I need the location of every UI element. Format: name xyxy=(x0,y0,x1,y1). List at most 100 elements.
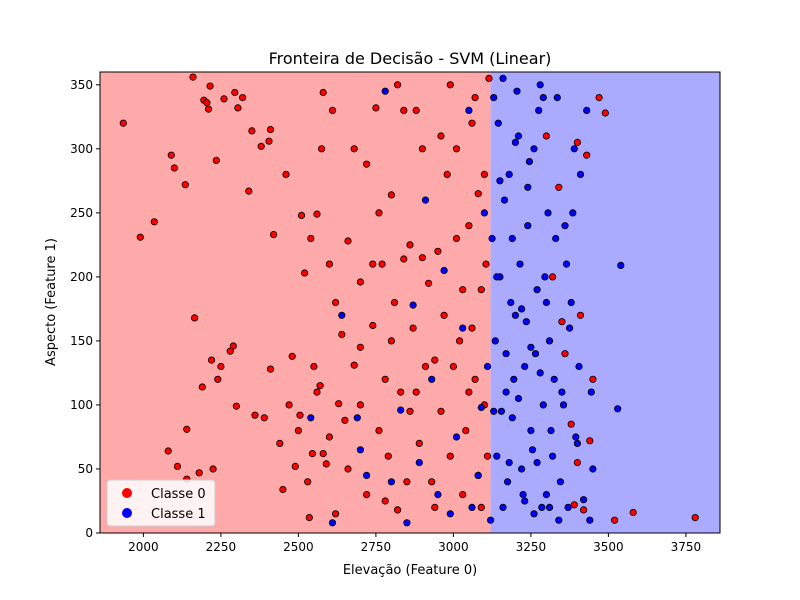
point-classe-1 xyxy=(587,388,595,396)
point-classe-1 xyxy=(555,516,563,524)
point-classe-0 xyxy=(381,375,389,383)
point-classe-0 xyxy=(325,433,333,441)
point-classe-1 xyxy=(514,394,523,403)
x-tick-label: 3500 xyxy=(593,540,624,554)
point-classe-0 xyxy=(316,382,324,390)
point-classe-0 xyxy=(328,106,337,115)
point-classe-0 xyxy=(415,439,423,447)
point-classe-0 xyxy=(335,400,343,408)
point-classe-1 xyxy=(499,503,507,511)
point-classe-0 xyxy=(167,151,175,159)
point-classe-0 xyxy=(474,190,482,198)
point-classe-1 xyxy=(536,81,544,89)
point-classe-0 xyxy=(576,311,585,319)
point-classe-0 xyxy=(387,191,395,199)
legend-box xyxy=(106,479,216,527)
point-classe-1 xyxy=(486,516,495,524)
point-classe-0 xyxy=(310,362,318,371)
y-axis: 0 50 100 150 200 250 300 350 xyxy=(70,78,100,540)
data-points xyxy=(119,73,699,527)
point-classe-0 xyxy=(372,104,380,112)
point-classe-0 xyxy=(418,254,426,262)
point-classe-1 xyxy=(552,234,560,243)
y-tick-label: 0 xyxy=(85,526,93,540)
point-classe-0 xyxy=(482,260,490,268)
point-classe-1 xyxy=(533,286,541,294)
point-classe-0 xyxy=(471,94,479,102)
point-classe-1 xyxy=(514,132,523,140)
point-classe-0 xyxy=(331,510,340,518)
point-classe-1 xyxy=(488,234,496,243)
point-classe-1 xyxy=(511,138,520,146)
point-classe-1 xyxy=(496,177,504,185)
point-classe-0 xyxy=(164,447,172,455)
point-classe-0 xyxy=(375,426,383,435)
x-tick-label: 2000 xyxy=(128,540,159,554)
point-classe-0 xyxy=(558,318,566,326)
point-classe-1 xyxy=(531,350,540,358)
x-tick-label: 3000 xyxy=(438,540,469,554)
x-axis-title: Elevação (Feature 0) xyxy=(343,563,477,578)
point-classe-1 xyxy=(500,196,509,204)
point-classe-1 xyxy=(517,305,526,313)
y-tick-label: 200 xyxy=(70,270,93,284)
point-classe-0 xyxy=(317,145,326,153)
point-classe-1 xyxy=(387,478,395,486)
point-classe-1 xyxy=(545,337,554,345)
point-classe-0 xyxy=(400,106,408,115)
y-tick-label: 250 xyxy=(70,206,93,220)
point-classe-1 xyxy=(530,145,538,153)
point-classe-0 xyxy=(459,490,467,499)
point-classe-1 xyxy=(522,318,530,326)
point-classe-1 xyxy=(468,503,476,511)
point-classe-1 xyxy=(510,375,518,383)
point-classe-0 xyxy=(449,362,457,371)
point-classe-0 xyxy=(229,342,237,350)
point-classe-1 xyxy=(381,87,389,95)
x-tick-label: 3750 xyxy=(671,540,702,554)
point-classe-0 xyxy=(319,449,327,458)
point-classe-1 xyxy=(459,324,467,332)
point-classe-0 xyxy=(191,314,199,322)
y-axis-title: Aspecto (Feature 1) xyxy=(44,238,59,366)
point-classe-1 xyxy=(547,426,555,435)
y-tick-label: 350 xyxy=(70,78,93,92)
point-classe-1 xyxy=(502,388,510,396)
point-classe-1 xyxy=(497,407,505,415)
point-classe-1 xyxy=(528,446,537,454)
point-classe-1 xyxy=(583,106,591,115)
point-classe-1 xyxy=(516,260,524,268)
point-classe-1 xyxy=(527,343,535,351)
point-classe-0 xyxy=(212,156,220,164)
point-classe-0 xyxy=(198,383,206,391)
point-classe-0 xyxy=(313,388,321,396)
point-classe-1 xyxy=(507,298,515,307)
point-classe-0 xyxy=(431,356,439,364)
point-classe-1 xyxy=(553,94,561,102)
point-classe-0 xyxy=(542,132,551,140)
point-classe-1 xyxy=(505,170,513,178)
point-classe-1 xyxy=(579,496,588,504)
point-classe-1 xyxy=(421,196,430,204)
point-classe-0 xyxy=(586,437,594,445)
point-classe-0 xyxy=(381,497,389,505)
point-classe-0 xyxy=(459,286,467,294)
point-classe-1 xyxy=(490,407,498,415)
point-classe-0 xyxy=(369,321,377,330)
point-classe-1 xyxy=(511,311,520,319)
point-classe-0 xyxy=(583,151,591,159)
point-classe-1 xyxy=(550,375,558,383)
point-classe-1 xyxy=(505,458,513,467)
legend-marker-classe-0 xyxy=(122,488,132,498)
point-classe-1 xyxy=(428,375,436,383)
point-classe-1 xyxy=(533,458,541,467)
point-classe-0 xyxy=(269,231,278,239)
point-classe-0 xyxy=(424,279,433,287)
point-classe-0 xyxy=(181,181,189,189)
point-classe-0 xyxy=(189,73,197,81)
point-classe-0 xyxy=(231,88,239,97)
x-tick-label: 2500 xyxy=(283,540,314,554)
decision-regions xyxy=(100,72,720,533)
point-classe-1 xyxy=(521,497,529,505)
x-tick-label: 3250 xyxy=(516,540,547,554)
